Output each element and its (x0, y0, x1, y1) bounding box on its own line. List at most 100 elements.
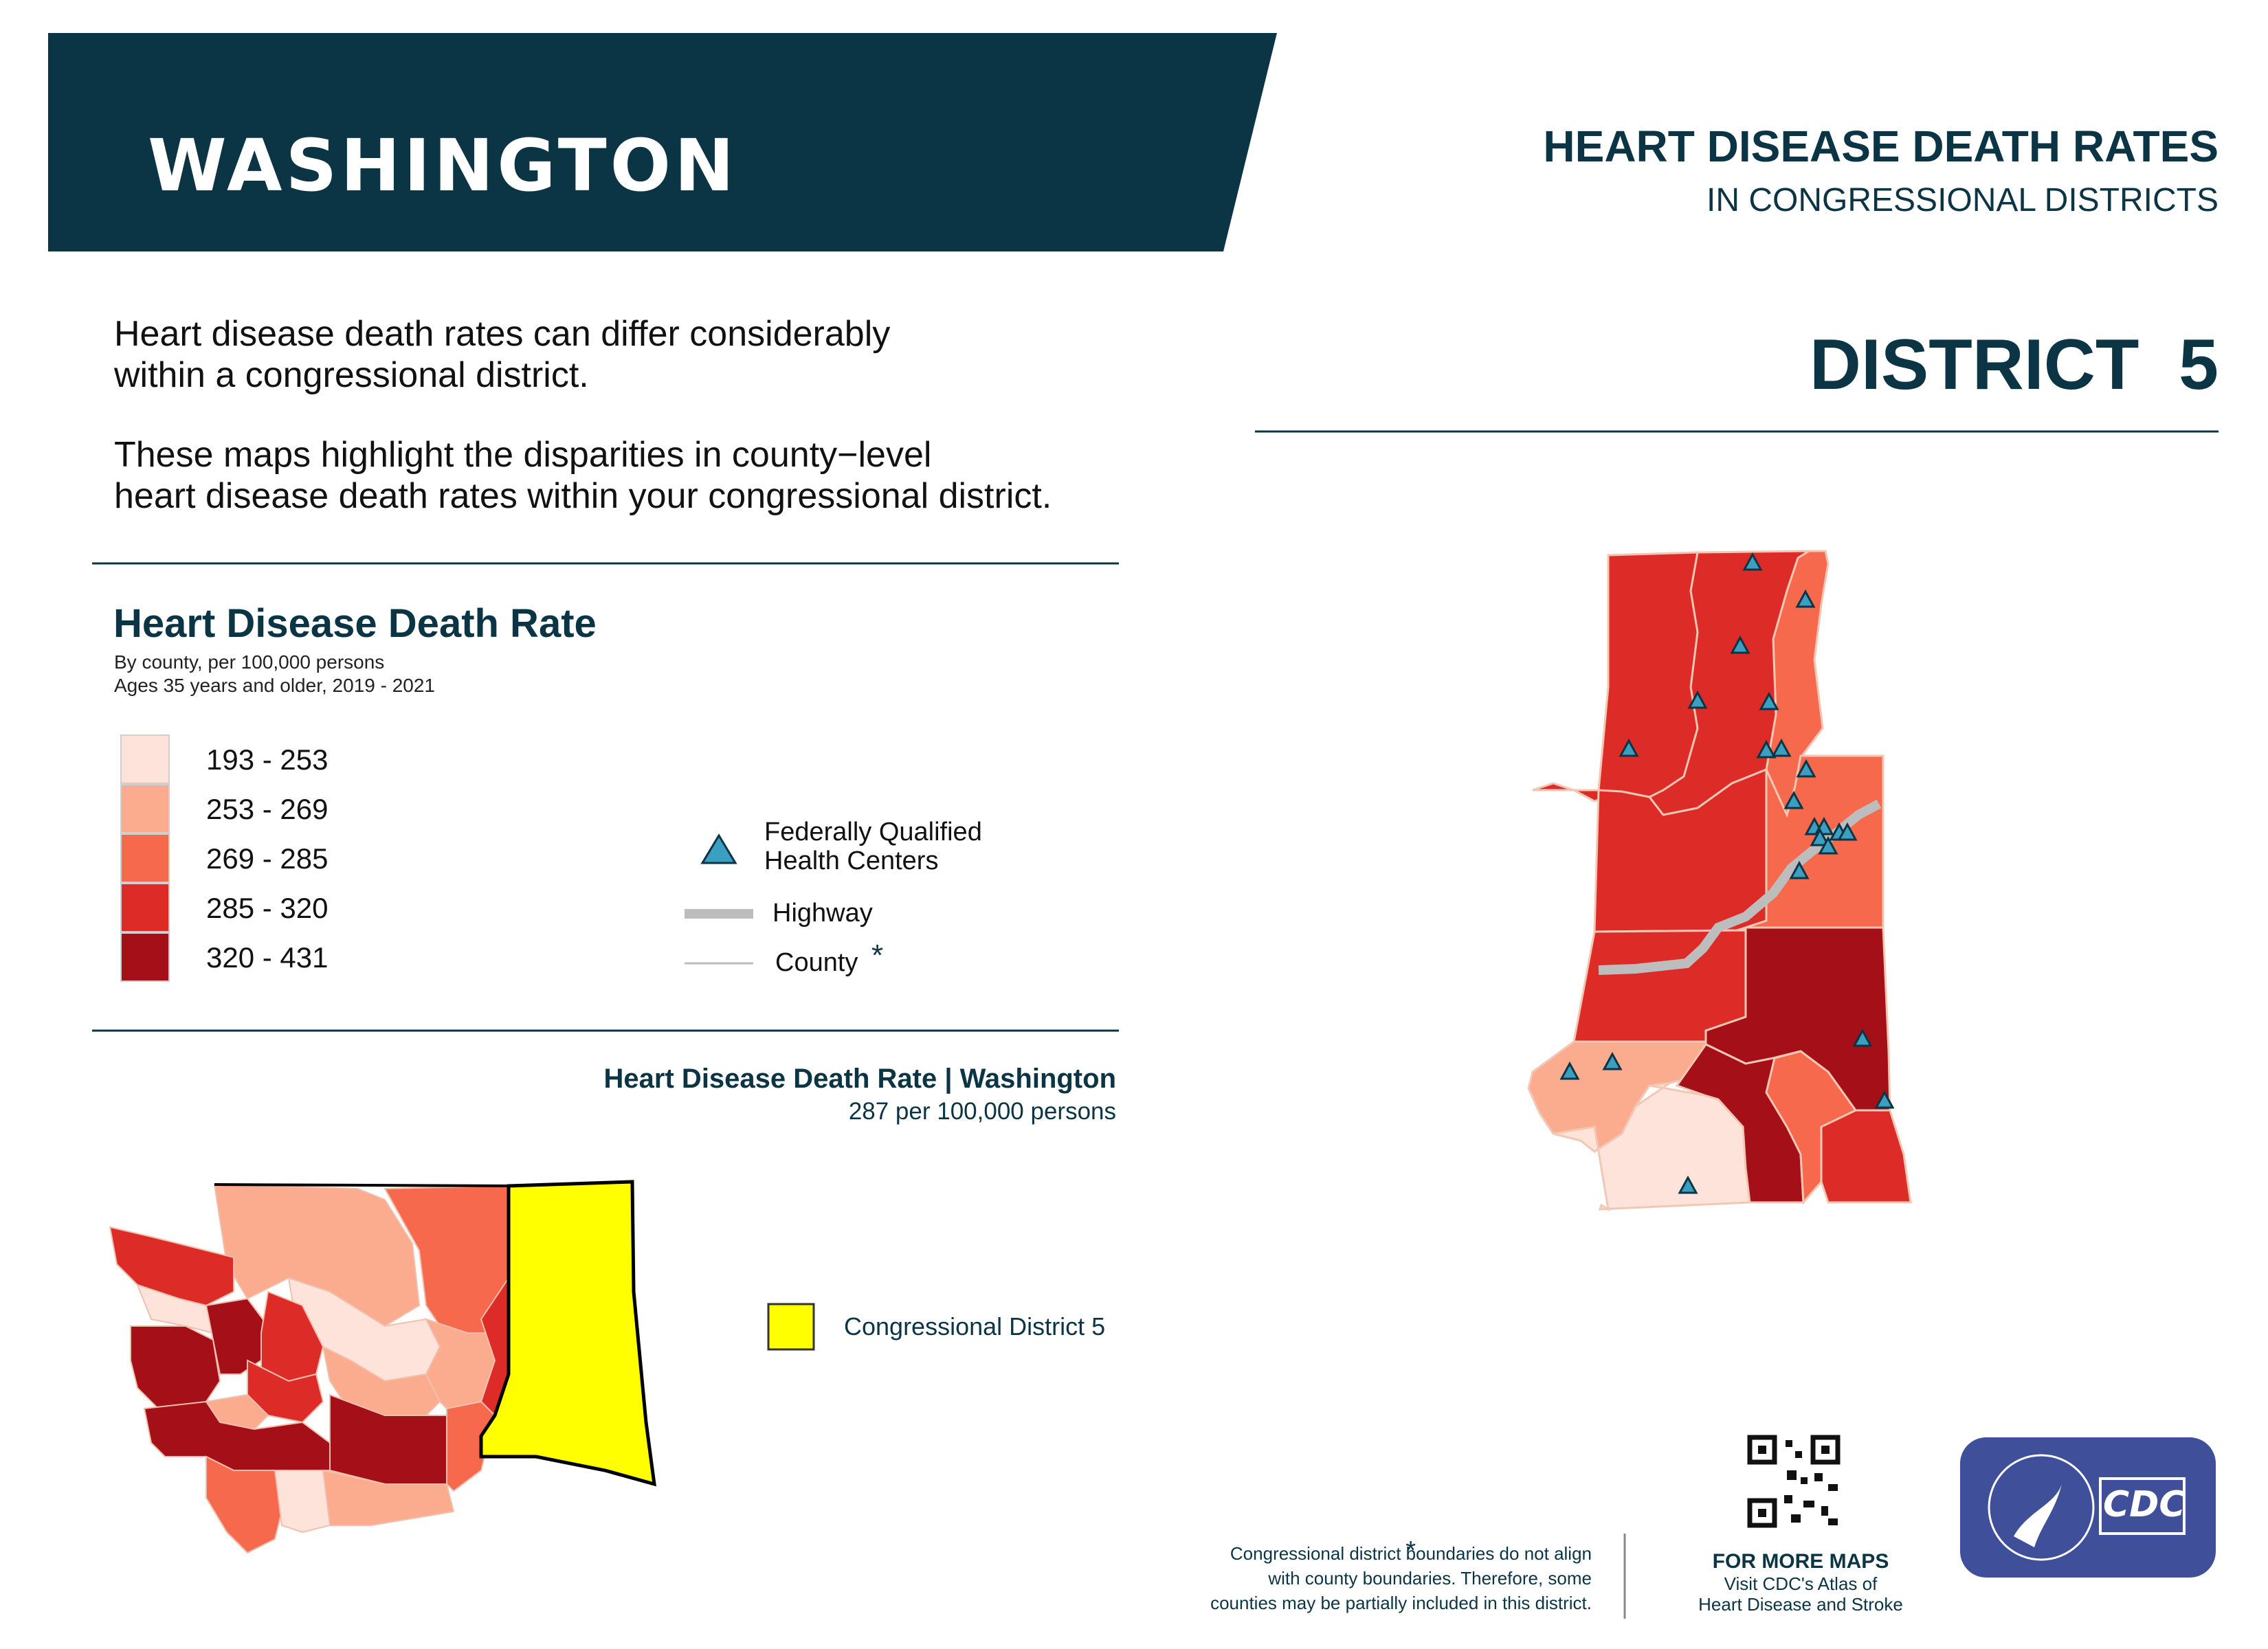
legend-label-1: 193 - 253 (206, 743, 329, 776)
county-walla-walla (1553, 1081, 1751, 1211)
county-pend-oreille (1765, 550, 1830, 818)
intro-line-2: within a congressional district. (114, 355, 589, 395)
wa-clallam-lower (136, 1283, 228, 1334)
fqhc-marker (1687, 690, 1708, 709)
fqhc-marker (1829, 822, 1849, 841)
legend-label-3: 269 - 285 (206, 842, 329, 875)
fqhc-marker (1795, 589, 1816, 608)
district-legend-swatch (767, 1303, 815, 1351)
county-franklin (1527, 1040, 1749, 1153)
wa-olympic (109, 1226, 234, 1307)
legend-swatch-5 (120, 932, 170, 982)
state-rate-title: Heart Disease Death Rate | Washington (603, 1064, 1116, 1094)
wa-pierce (247, 1359, 324, 1424)
county-asterisk: * (871, 939, 884, 972)
county-ferry (1532, 551, 1699, 803)
fqhc-marker (1602, 1051, 1623, 1070)
wa-mason-kitsap (205, 1297, 269, 1375)
cdc-logo-text: CDC (2103, 1484, 2186, 1525)
state-map (109, 1180, 656, 1554)
county-whitman (1704, 926, 1891, 1112)
wa-klickitat (322, 1469, 455, 1526)
hhs-seal (1988, 1454, 2095, 1561)
footnote-line-3: counties may be partially included in th… (1210, 1593, 1592, 1613)
fqhc-marker (1874, 1090, 1895, 1109)
fqhc-marker (1559, 1061, 1580, 1080)
district-legend-label: Congressional District 5 (844, 1312, 1106, 1340)
county-adams (1572, 929, 1747, 1043)
county-stevens (1532, 550, 1813, 816)
legend-swatch-3 (120, 833, 170, 883)
fqhc-marker (1619, 738, 1639, 757)
fqhc-label-line-1: Federally Qualified (764, 818, 982, 846)
highway-label: Highway (772, 899, 873, 928)
more-maps-line-2: Heart Disease and Stroke (1698, 1594, 1903, 1615)
legend-swatch-4 (120, 883, 170, 932)
wa-grays-harbor (130, 1325, 221, 1410)
page-subtitle: IN CONGRESSIONAL DISTRICTS (1706, 182, 2219, 218)
fqhc-marker (1789, 860, 1810, 879)
intro-line-4: heart disease death rates within your co… (114, 476, 1052, 516)
county-spokane (1745, 754, 1885, 929)
fqhc-marker (1818, 835, 1838, 855)
fqhc-marker (1852, 1028, 1873, 1047)
fqhc-marker (1783, 790, 1804, 809)
wa-okanogan (383, 1185, 509, 1348)
fqhc-label-line-2: Health Centers (764, 846, 939, 875)
fqhc-marker (1759, 691, 1779, 710)
more-maps-line-1: Visit CDC's Atlas of (1724, 1573, 1878, 1594)
qr-code (1746, 1433, 1843, 1531)
state-outline (214, 1180, 633, 1188)
fqhc-legend-icon (700, 833, 737, 864)
fqhc-marker (1814, 816, 1834, 835)
congressional-district-5 (479, 1180, 656, 1487)
state-name: WASHINGTON (148, 124, 738, 207)
wa-northwest (213, 1183, 421, 1327)
fqhc-marker (1756, 739, 1777, 759)
wa-pacific-lewis (143, 1400, 331, 1471)
wa-chelan (287, 1277, 441, 1382)
fqhc-marker (1804, 816, 1825, 835)
legend-label-2: 253 - 269 (206, 793, 329, 825)
legend-label-5: 320 - 431 (206, 941, 329, 974)
fqhc-marker (1796, 759, 1816, 778)
state-rate-value: 287 per 100,000 persons (848, 1098, 1116, 1125)
legend-note-2: Ages 35 years and older, 2019 - 2021 (114, 675, 436, 696)
footnote-asterisk: * (1405, 1536, 1416, 1565)
county-asotin (1820, 1109, 1912, 1204)
hhs-eagle-icon (2014, 1484, 2062, 1547)
district-title: DISTRICT 5 (1809, 325, 2219, 405)
fqhc-marker (1771, 738, 1792, 757)
legend-swatches (120, 734, 170, 982)
wa-yakima (329, 1393, 455, 1485)
more-maps-title: FOR MORE MAPS (1712, 1550, 1889, 1573)
legend-title: Heart Disease Death Rate (113, 601, 597, 646)
footnote-line-1: Congressional district boundaries do not… (1230, 1543, 1592, 1564)
wa-benton (446, 1400, 496, 1492)
page-title: HEART DISEASE DEATH RATES (1543, 122, 2219, 171)
highway-i90 (1598, 799, 1882, 975)
legend-swatch-2 (120, 784, 170, 833)
fqhc-marker (1678, 1175, 1698, 1194)
intro-line-1: Heart disease death rates can differ con… (114, 314, 891, 354)
wa-skamania (274, 1470, 331, 1534)
wa-thurston (205, 1393, 269, 1431)
fqhc-marker (1810, 827, 1830, 846)
county-label: County (775, 948, 858, 977)
footnote-line-2: with county boundaries. Therefore, some (1268, 1568, 1592, 1589)
district-map (1527, 550, 1912, 1211)
intro-line-3: These maps highlight the disparities in … (114, 435, 932, 475)
wa-grant (480, 1275, 509, 1417)
legend-note-1: By county, per 100,000 persons (114, 651, 385, 673)
fqhc-marker (1837, 822, 1858, 841)
wa-king (260, 1290, 324, 1382)
county-garfield (1765, 1050, 1858, 1205)
wa-kittitas (322, 1345, 441, 1416)
wa-douglas (425, 1318, 496, 1417)
legend-swatch-1 (120, 734, 170, 784)
county-columbia (1675, 1043, 1858, 1204)
fqhc-marker (1742, 552, 1763, 571)
legend-label-4: 285 - 320 (206, 892, 329, 924)
fqhc-markers (1559, 552, 1895, 1194)
